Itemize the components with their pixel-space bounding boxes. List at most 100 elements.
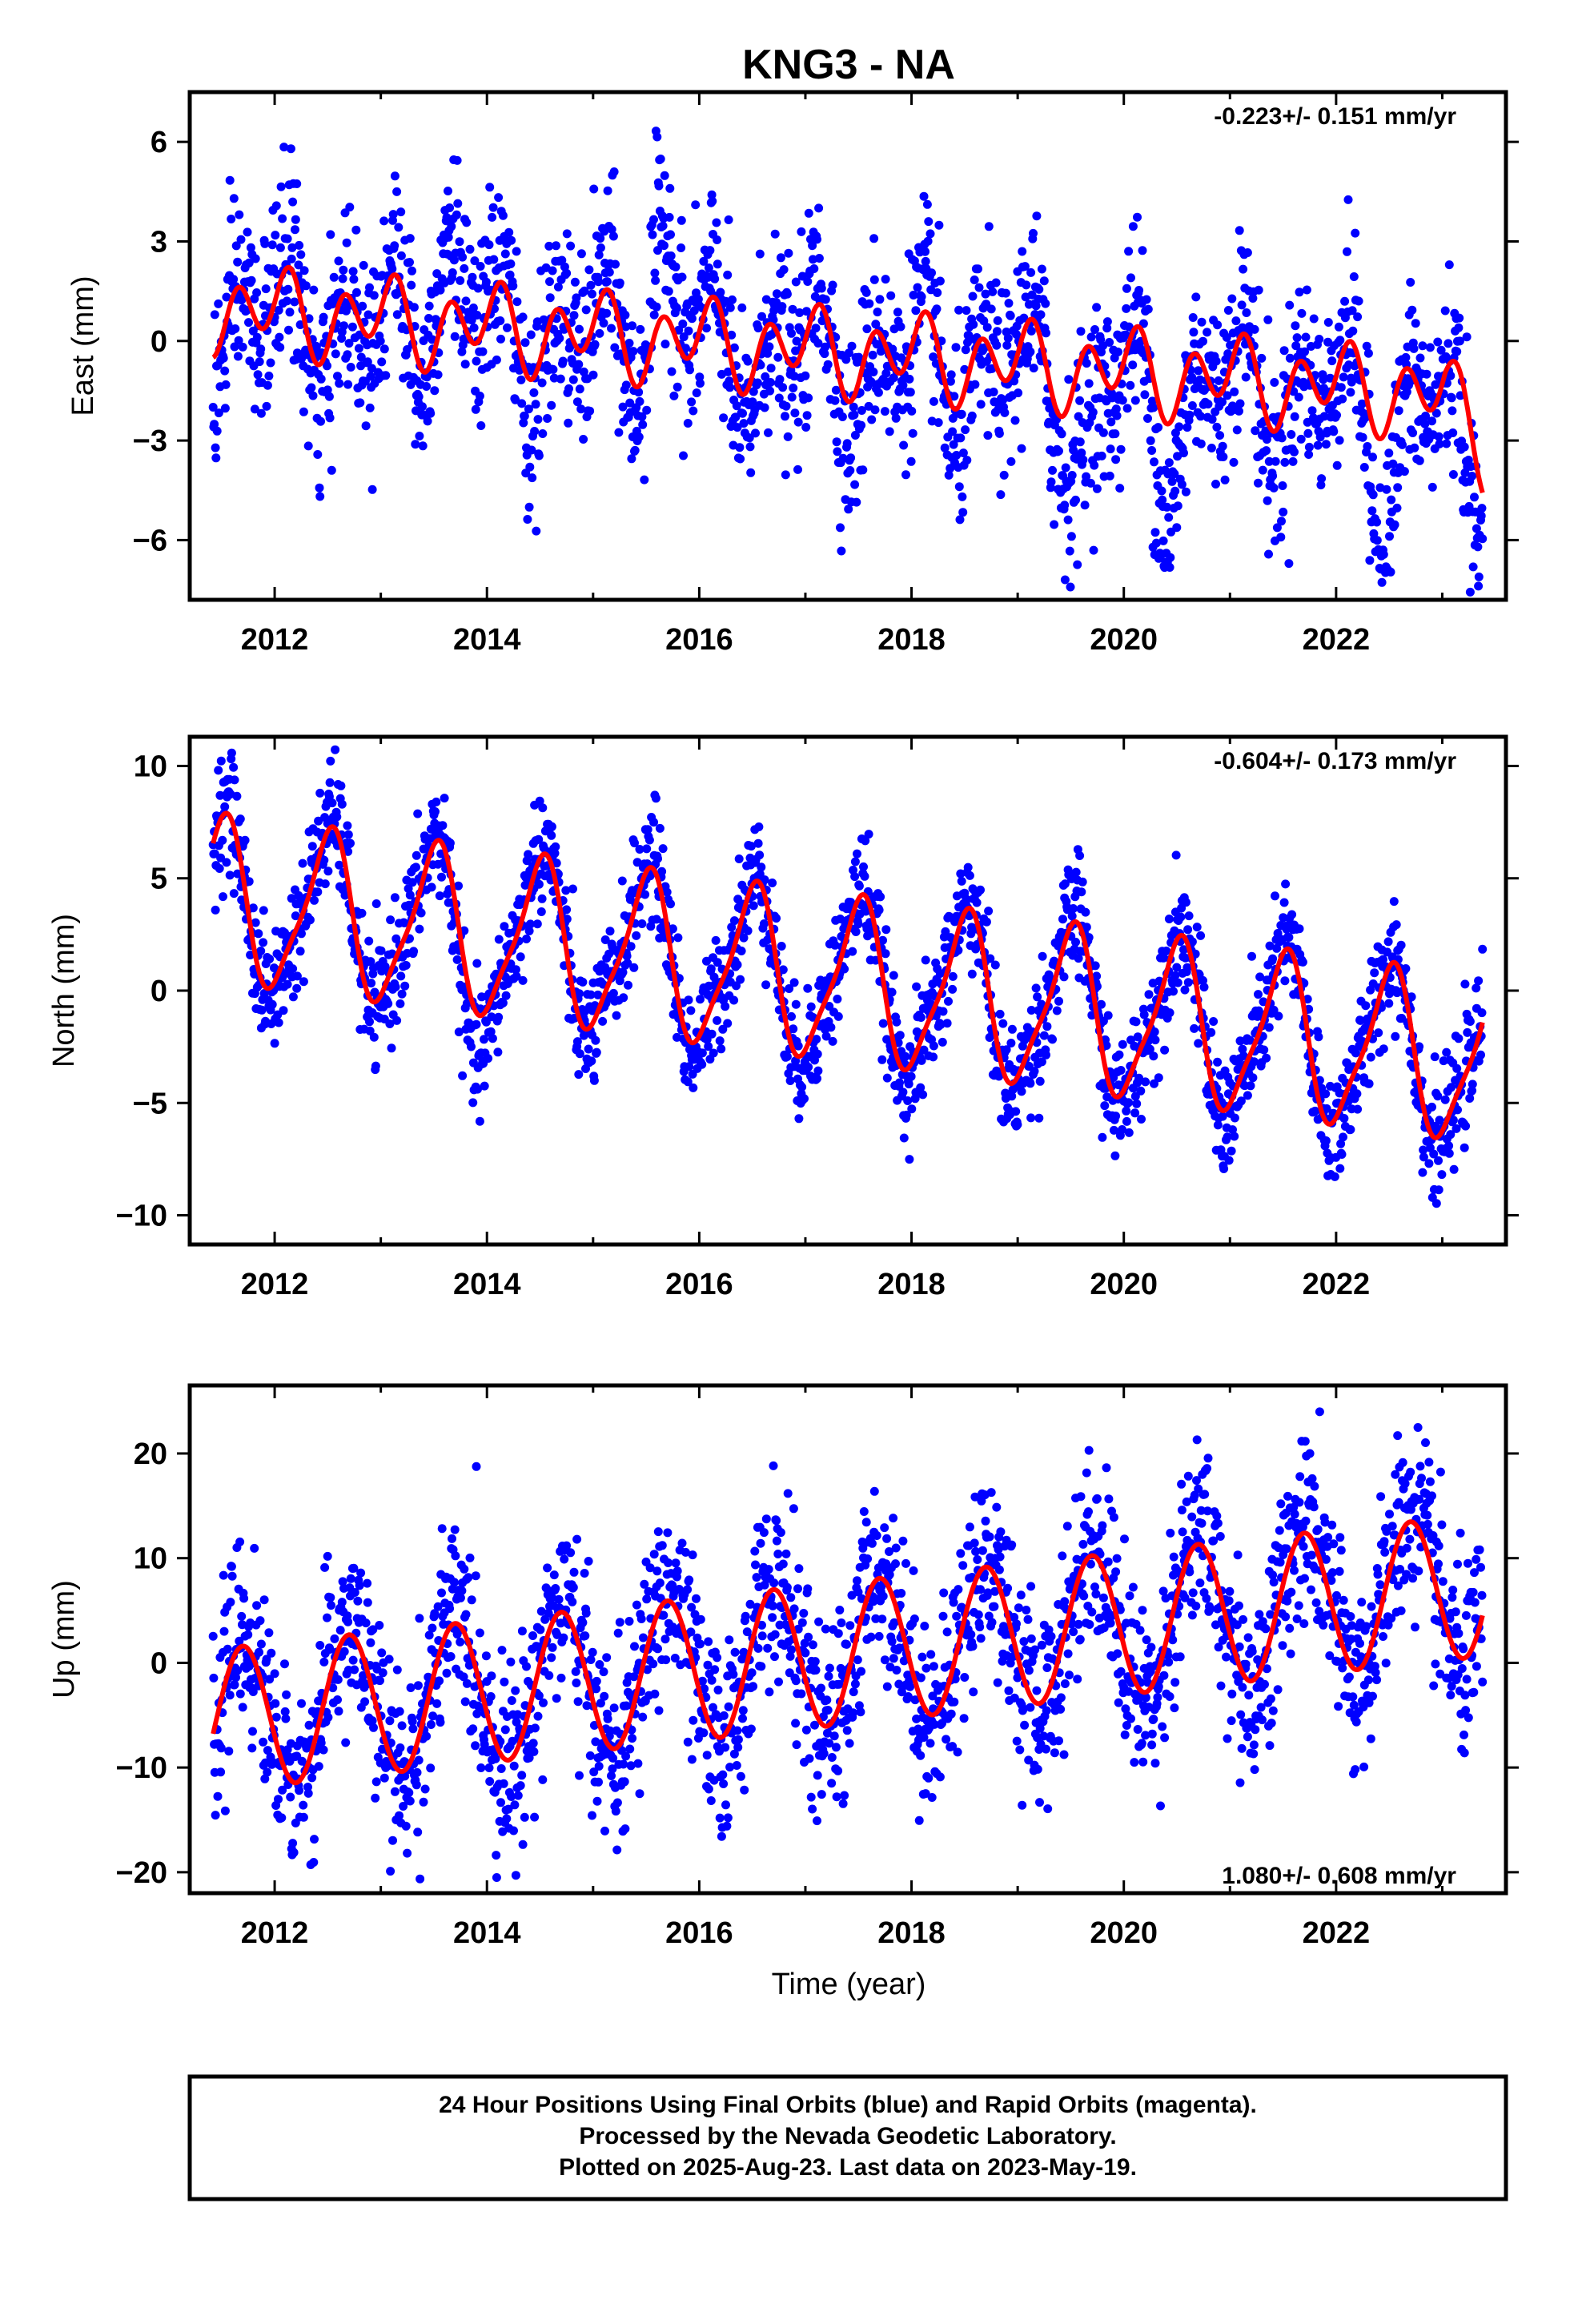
east-data-point — [233, 352, 243, 361]
north-data-point — [854, 881, 864, 891]
east-data-point — [1243, 248, 1252, 257]
north-data-point — [225, 870, 235, 880]
north-x-tick-label: 2014 — [453, 1268, 521, 1301]
east-data-point — [299, 407, 308, 416]
east-data-point — [627, 454, 636, 464]
north-data-point — [794, 1114, 804, 1124]
north-data-point — [1209, 1017, 1219, 1026]
north-data-point — [800, 1094, 809, 1104]
east-data-point — [757, 312, 766, 321]
north-data-point — [1280, 976, 1290, 986]
north-data-point — [211, 905, 220, 915]
east-data-point — [326, 230, 335, 239]
east-data-point — [753, 378, 762, 388]
east-data-point — [1060, 575, 1070, 585]
east-data-point — [1150, 528, 1160, 537]
north-data-point — [851, 927, 861, 936]
east-data-point — [1165, 563, 1174, 572]
east-data-point — [548, 266, 557, 275]
north-data-point — [1219, 1164, 1229, 1173]
up-data-point — [360, 1697, 370, 1707]
east-data-point — [534, 451, 544, 460]
east-data-point — [1105, 338, 1114, 347]
north-data-point — [1389, 897, 1399, 907]
east-data-point — [525, 462, 535, 472]
north-data-point — [729, 916, 739, 926]
north-data-point — [1098, 1132, 1107, 1142]
north-data-point — [346, 838, 355, 848]
north-data-point — [850, 872, 860, 882]
up-data-point — [390, 1787, 400, 1796]
north-data-point — [435, 891, 444, 901]
east-data-point — [210, 420, 219, 429]
north-data-point — [1136, 1086, 1146, 1096]
east-data-point — [523, 515, 532, 524]
north-data-point — [326, 756, 335, 766]
east-data-point — [512, 297, 522, 307]
north-data-point — [1034, 1113, 1044, 1123]
east-data-point — [505, 270, 515, 279]
north-data-point — [1173, 978, 1182, 987]
north-data-point — [887, 987, 897, 997]
east-data-point — [520, 412, 529, 420]
north-data-point — [1246, 1081, 1255, 1091]
up-data-point — [413, 1681, 423, 1691]
east-data-point — [736, 454, 745, 464]
north-data-point — [1007, 1024, 1017, 1034]
up-data-point — [333, 1695, 342, 1704]
north-data-point — [1295, 924, 1304, 934]
north-data-point — [315, 788, 325, 798]
north-data-point — [1184, 911, 1194, 921]
north-data-point — [876, 892, 885, 902]
east-data-point — [503, 323, 512, 332]
north-data-point — [343, 830, 353, 839]
north-data-point — [1026, 1079, 1035, 1088]
north-data-point — [409, 947, 419, 956]
east-data-point — [1257, 353, 1267, 363]
north-data-point — [1271, 891, 1279, 901]
north-data-point — [480, 1081, 489, 1091]
north-data-point — [1169, 987, 1178, 996]
east-data-point — [1258, 465, 1267, 475]
east-data-point — [323, 385, 332, 395]
east-data-point — [545, 277, 554, 287]
up-data-point — [484, 1763, 494, 1772]
east-data-point — [1237, 300, 1247, 310]
east-data-point — [1239, 264, 1248, 274]
up-data-point — [432, 1699, 442, 1708]
east-data-point — [811, 324, 821, 333]
east-data-point — [773, 352, 783, 362]
east-data-point — [531, 400, 540, 409]
east-data-point — [460, 263, 469, 273]
east-data-point — [808, 241, 817, 251]
north-data-point — [1097, 999, 1106, 1009]
up-data-point — [426, 1763, 436, 1773]
east-data-point — [1122, 404, 1132, 413]
east-data-point — [447, 222, 456, 231]
north-data-point — [761, 980, 771, 990]
east-data-point — [946, 370, 956, 380]
up-data-point — [259, 1737, 268, 1747]
east-data-point — [295, 240, 304, 250]
east-data-point — [469, 323, 479, 332]
north-data-point — [1298, 957, 1307, 967]
north-data-point — [797, 1082, 807, 1092]
north-data-point — [1247, 951, 1256, 961]
east-data-point — [649, 215, 658, 224]
north-data-point — [327, 798, 337, 808]
east-data-point — [369, 291, 379, 300]
east-data-point — [275, 343, 285, 352]
east-data-point — [784, 248, 793, 258]
north-data-point — [534, 879, 544, 889]
north-data-point — [1396, 940, 1406, 950]
north-data-point — [921, 955, 930, 965]
north-data-point — [1361, 1001, 1371, 1011]
north-data-point — [1077, 887, 1086, 897]
east-data-point — [962, 456, 972, 465]
east-data-point — [229, 275, 239, 284]
east-data-point — [308, 391, 318, 400]
north-data-point — [299, 977, 308, 987]
east-data-point — [1285, 353, 1295, 363]
east-y-tick-label: −3 — [133, 424, 167, 458]
east-data-point — [1170, 486, 1180, 496]
